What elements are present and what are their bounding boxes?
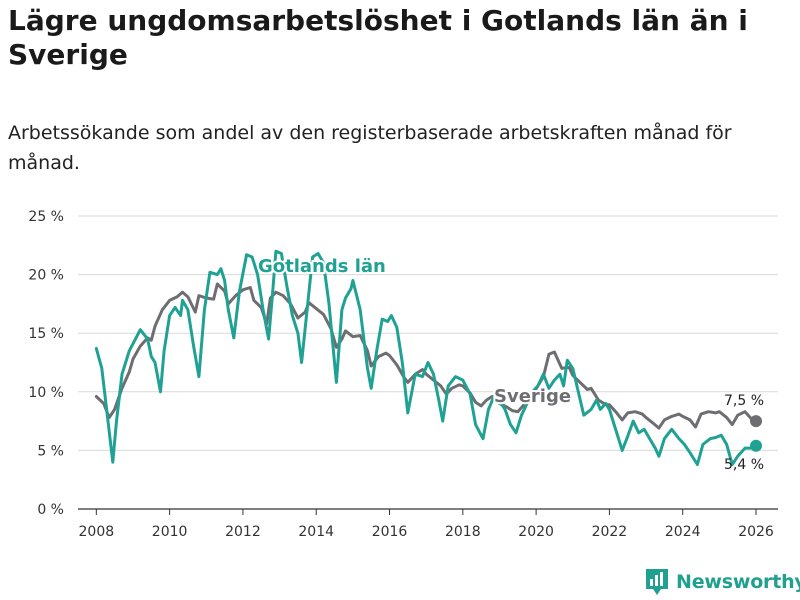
series-lines — [94, 249, 763, 466]
end-value-label-sverige: 7,5 % — [724, 393, 764, 409]
x-tick-label: 2014 — [298, 524, 334, 540]
chart-title: Lägre ungdomsarbetslöshet i Gotlands län… — [8, 4, 748, 71]
x-tick-label: 2018 — [445, 524, 481, 540]
end-value-label-gotlands-lan: 5,4 % — [724, 457, 764, 473]
bar-chart-logo-icon — [646, 569, 668, 595]
line-chart: 0 %5 %10 %15 %20 %25 % 2008 2010 2012 2014 2… — [28, 209, 778, 540]
x-tick-label: 2024 — [665, 524, 701, 540]
y-tick-label: 5 % — [37, 443, 64, 459]
x-tick-label: 2016 — [372, 524, 408, 540]
x-tick-label: 2010 — [152, 524, 188, 540]
data-labels: Gotlands län Sverige 7,5 % 5,4 % — [256, 254, 764, 473]
series-label-sverige: Sverige — [494, 386, 571, 407]
y-tick-label: 25 % — [28, 209, 64, 225]
x-tick-label: 2008 — [79, 524, 115, 540]
endpoint-marker-sverige — [750, 415, 763, 428]
y-tick-label: 15 % — [28, 326, 64, 342]
newsworthy-logo[interactable]: Newsworthy — [644, 566, 800, 598]
x-tick-label: 2022 — [592, 524, 628, 540]
x-axis: 2008 2010 2012 2014 2016 2018 2020 2022 2024 2026 — [79, 509, 774, 540]
series-label-gotlands-lan: Gotlands län — [258, 256, 386, 277]
x-tick-label: 2020 — [518, 524, 554, 540]
x-tick-label: 2026 — [738, 524, 774, 540]
y-tick-label: 10 % — [28, 385, 64, 401]
y-tick-label: 20 % — [28, 268, 64, 284]
chart-subtitle: Arbetssökande som andel av den registerb… — [8, 122, 732, 174]
endpoint-marker-gotlands-l-n — [750, 439, 763, 452]
brand-name: Newsworthy — [676, 571, 800, 593]
series-line-gotlands-l-n — [94, 249, 758, 466]
y-axis: 0 % 5 % 10 % 15 % 20 % 25 % — [28, 209, 64, 518]
y-tick-label: 0 % — [37, 502, 64, 518]
x-tick-label: 2012 — [225, 524, 261, 540]
